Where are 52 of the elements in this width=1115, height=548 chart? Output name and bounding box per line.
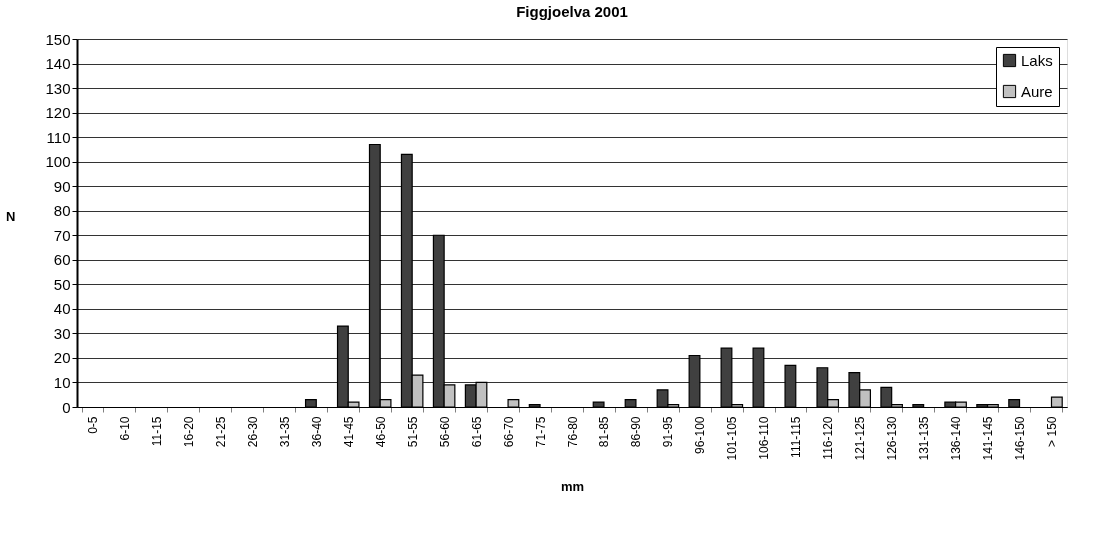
x-tick-label: 51-55 (405, 416, 420, 448)
x-tick-label: 116-120 (821, 416, 836, 460)
chart-title: Figgjoelva 2001 (516, 3, 628, 20)
x-tick-label: 81-85 (597, 416, 612, 448)
y-tick-label: 110 (46, 128, 71, 146)
x-tick-label: > 150 (1045, 416, 1059, 447)
x-tick-label: 36-40 (309, 416, 324, 448)
y-tick-label: 20 (53, 349, 71, 367)
y-tick-label: 130 (45, 79, 71, 97)
y-tick-label: 60 (53, 251, 71, 269)
x-tick-label: 46-50 (373, 416, 388, 448)
x-tick-label: 131-135 (917, 416, 932, 461)
y-tick-label: 150 (45, 30, 71, 48)
x-tick-label: 96-100 (693, 416, 708, 454)
x-tick-label: 101-105 (725, 416, 740, 461)
x-tick-label: 31-35 (277, 416, 292, 448)
x-axis-title: mm (560, 478, 585, 494)
y-tick-label: 50 (53, 275, 71, 293)
x-tick-label: 56-60 (437, 416, 452, 448)
x-tick-label: 141-145 (981, 416, 996, 461)
x-tick-label: 26-30 (245, 416, 260, 448)
x-tick-label: 0-5 (86, 416, 100, 434)
legend-label: Aure (1021, 82, 1053, 100)
legend-label: Laks (1021, 51, 1053, 69)
y-tick-label: 90 (53, 177, 71, 195)
x-tick-label: 41-45 (341, 416, 356, 448)
x-tick-label: 11-15 (149, 416, 164, 447)
x-tick-label: 21-25 (213, 416, 228, 448)
y-axis-title: N (6, 208, 16, 224)
x-tick-label: 6-10 (117, 416, 132, 441)
y-tick-label: 30 (53, 324, 71, 342)
x-tick-label: 111-115 (789, 416, 804, 458)
y-tick-label: 100 (45, 153, 71, 171)
x-tick-label: 146-150 (1013, 416, 1028, 461)
x-tick-label: 86-90 (629, 416, 644, 448)
y-tick-label: 0 (62, 398, 71, 416)
x-tick-label: 136-140 (949, 416, 964, 461)
x-tick-label: 61-65 (469, 416, 484, 448)
y-tick-label: 80 (53, 202, 71, 220)
x-tick-label: 66-70 (501, 416, 516, 448)
x-tick-label: 106-110 (757, 416, 772, 460)
x-tick-label: 91-95 (661, 416, 676, 448)
x-tick-label: 121-125 (853, 416, 868, 461)
x-tick-label: 16-20 (181, 416, 196, 448)
y-tick-label: 140 (45, 55, 71, 73)
y-tick-label: 40 (53, 300, 71, 318)
y-tick-label: 70 (53, 226, 71, 244)
x-tick-label: 71-75 (533, 416, 548, 448)
y-tick-label: 120 (45, 104, 71, 122)
y-tick-label: 10 (53, 373, 71, 391)
x-tick-label: 126-130 (885, 416, 900, 461)
x-tick-label: 76-80 (565, 416, 580, 448)
